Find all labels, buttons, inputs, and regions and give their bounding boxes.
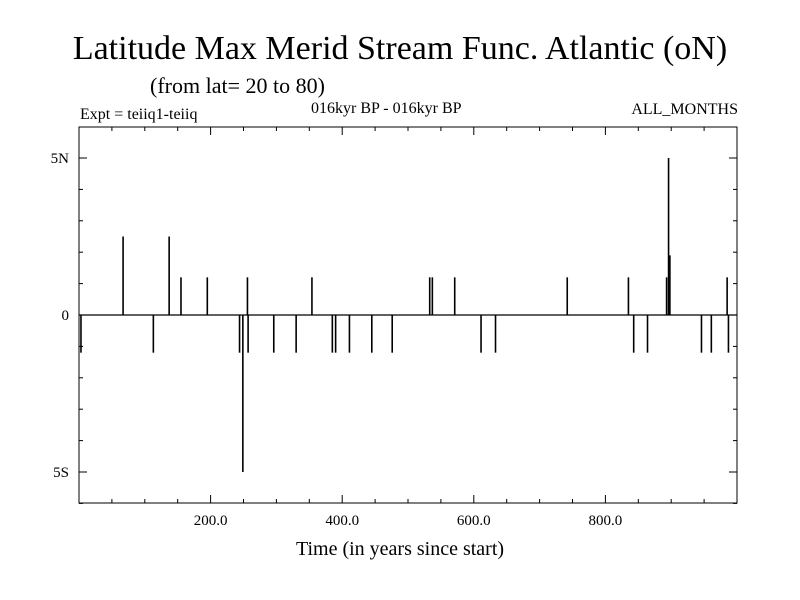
chart-subtitle: (from lat= 20 to 80) xyxy=(150,73,325,98)
y-tick-label: 0 xyxy=(62,308,70,324)
x-tick-label: 800.0 xyxy=(589,513,623,529)
y-axis-ticks: 5N 0 5S xyxy=(51,151,737,504)
y-tick-label: 5S xyxy=(53,465,69,481)
x-tick-label: 400.0 xyxy=(325,513,359,529)
y-tick-label: 5N xyxy=(51,151,70,167)
x-tick-label: 200.0 xyxy=(194,513,228,529)
chart-title: Latitude Max Merid Stream Func. Atlantic… xyxy=(72,30,728,67)
data-series xyxy=(79,158,737,472)
period-label: 016kyr BP - 016kyr BP xyxy=(311,100,462,117)
experiment-label: Expt = teiiq1-teiiq xyxy=(80,106,198,123)
x-tick-label: 600.0 xyxy=(457,513,491,529)
months-label: ALL_MONTHS xyxy=(631,101,738,118)
x-axis-label: Time (in years since start) xyxy=(295,538,505,560)
x-axis-ticks: 200.0 400.0 600.0 800.0 xyxy=(111,127,705,529)
